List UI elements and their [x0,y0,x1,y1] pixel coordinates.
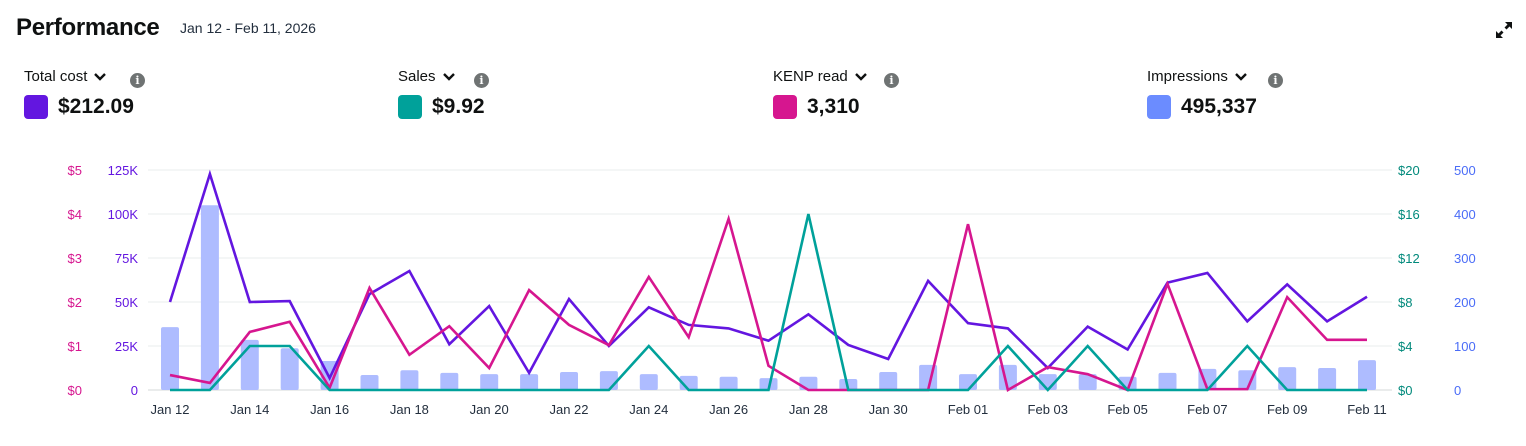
y-tick-label: 400 [1454,207,1476,222]
y-tick-label: $5 [68,163,82,178]
metric-label: KENP read [773,68,848,85]
x-tick-label: Jan 30 [869,402,908,417]
chevron-down-icon [854,72,867,81]
chevron-down-icon [94,72,107,81]
y-tick-label: $1 [68,339,82,354]
impressions-bar [1078,374,1097,390]
y-tick-label: $0 [1398,383,1412,398]
impressions-bar [520,374,539,390]
metric-selector[interactable]: Impressions [1147,68,1257,85]
y-tick-label: 100K [108,207,139,222]
x-tick-label: Jan 16 [310,402,349,417]
metric-selector[interactable]: KENP read [773,68,868,85]
impressions-bar [1238,370,1257,390]
x-tick-label: Jan 22 [549,402,588,417]
impressions-bar [360,375,379,390]
metric-label: Total cost [24,68,88,85]
y-tick-label: 50K [115,295,138,310]
metric-color-swatch[interactable] [773,95,797,119]
impressions-bar [480,374,499,390]
info-icon[interactable]: i [130,73,145,88]
y-tick-label: 200 [1454,295,1476,310]
x-tick-label: Feb 05 [1107,402,1147,417]
y-tick-label: 0 [131,383,138,398]
impressions-bar [759,378,778,390]
metric-color-swatch[interactable] [398,95,422,119]
y-tick-label: $2 [68,295,82,310]
impressions-bar [719,376,738,390]
metric-impressions: Impressions i 495,337 [1147,68,1283,119]
y-tick-label: $12 [1398,251,1420,266]
y-tick-label: 75K [115,251,138,266]
impressions-bar [440,372,459,390]
date-range: Jan 12 - Feb 11, 2026 [180,20,316,36]
metric-color-swatch[interactable] [24,95,48,119]
x-tick-label: Jan 18 [390,402,429,417]
x-tick-label: Jan 20 [470,402,509,417]
impressions-bar [161,327,179,390]
y-tick-label: $3 [68,251,82,266]
expand-icon[interactable] [1494,20,1514,40]
impressions-bar [879,371,898,390]
metric-value: 3,310 [807,95,860,118]
metric-color-swatch[interactable] [1147,95,1171,119]
info-icon[interactable]: i [1268,73,1283,88]
x-tick-label: Jan 12 [150,402,189,417]
impressions-bar [1358,360,1376,390]
metric-label: Sales [398,68,436,85]
x-tick-label: Jan 26 [709,402,748,417]
x-tick-label: Jan 24 [629,402,668,417]
impressions-bar [200,205,219,390]
y-tick-label: $4 [1398,339,1412,354]
metric-selector[interactable]: Total cost [24,68,134,85]
impressions-bar [799,376,818,390]
y-tick-label: 100 [1454,339,1476,354]
metric-value: $9.92 [432,95,485,118]
y-tick-label: 0 [1454,383,1461,398]
impressions-bar [1278,367,1297,390]
y-tick-label: $20 [1398,163,1420,178]
impressions-bar [1318,368,1337,390]
metric-selector[interactable]: Sales [398,68,485,85]
x-tick-label: Feb 07 [1187,402,1227,417]
y-tick-label: $4 [68,207,82,222]
kenp-read-line [169,214,1367,392]
metric-label: Impressions [1147,68,1228,85]
page-title: Performance [16,14,160,41]
y-tick-label: 300 [1454,251,1476,266]
metric-kenp-read: KENP read i 3,310 [773,68,899,119]
y-tick-label: 25K [115,339,138,354]
impressions-bar [400,370,419,390]
y-tick-label: $16 [1398,207,1420,222]
x-tick-label: Feb 09 [1267,402,1307,417]
x-tick-label: Feb 03 [1028,402,1068,417]
info-icon[interactable]: i [474,73,489,88]
metric-sales: Sales i $9.92 [398,68,489,119]
y-tick-label: $0 [68,383,82,398]
impressions-bar [560,371,578,390]
sales-line [170,213,1367,392]
total-cost-line [168,169,1368,381]
chevron-down-icon [1235,72,1247,81]
y-tick-label: 125K [108,163,139,178]
x-tick-label: Jan 28 [789,402,828,417]
impressions-bar [280,348,299,390]
x-tick-label: Feb 11 [1347,402,1387,417]
metric-value: $212.09 [58,95,134,118]
impressions-bar [599,371,618,390]
x-tick-label: Feb 01 [948,402,988,417]
impressions-bar [639,374,658,390]
x-tick-label: Jan 14 [230,402,269,417]
info-icon[interactable]: i [884,73,899,88]
y-tick-label: $8 [1398,295,1412,310]
metric-total-cost: Total cost i $212.09 [24,68,145,119]
chevron-down-icon [442,72,455,81]
y-tick-label: 500 [1454,163,1476,178]
impressions-bar [1158,372,1177,390]
metric-value: 495,337 [1181,95,1257,118]
